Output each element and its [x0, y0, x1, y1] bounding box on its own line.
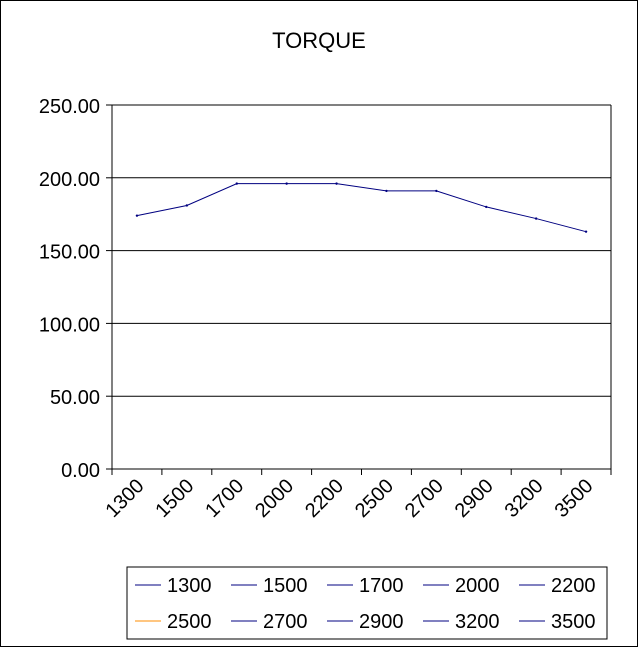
- y-tick-label: 50.00: [50, 387, 100, 409]
- legend-label: 2500: [167, 611, 212, 633]
- legend-label: 2000: [455, 575, 500, 597]
- data-point: [185, 204, 189, 207]
- data-point: [584, 230, 588, 233]
- legend-label: 1300: [167, 575, 212, 597]
- x-tick-label: 2200: [301, 475, 348, 522]
- y-tick-label: 150.00: [39, 242, 100, 264]
- x-tick-label: 1700: [201, 475, 248, 522]
- x-tick-label: 1300: [101, 475, 148, 522]
- data-point: [534, 217, 538, 220]
- x-tick-label: 3500: [551, 475, 598, 522]
- data-point: [135, 214, 139, 217]
- y-tick-label: 200.00: [39, 169, 100, 191]
- x-tick-label: 1500: [151, 475, 198, 522]
- y-tick-label: 250.00: [39, 96, 100, 118]
- data-point: [485, 205, 488, 209]
- series-layer: [135, 182, 588, 233]
- legend-label: 2700: [263, 611, 308, 633]
- x-tick-label: 3200: [501, 475, 548, 522]
- legend-label: 1700: [359, 575, 404, 597]
- legend-label: 3200: [455, 611, 500, 633]
- data-point: [335, 182, 338, 185]
- legend: 1300 1500 1700 2000 2200 2500 2700 2900 3200 3500: [126, 566, 608, 640]
- x-axis-tick-labels: 1300 1500 1700 2000 2200 2500 2700 2900 3200 3500: [101, 475, 597, 522]
- grid-layer: [106, 104, 612, 475]
- chart-title: TORQUE: [272, 28, 366, 53]
- data-point: [385, 189, 388, 193]
- legend-label: 2900: [359, 611, 404, 633]
- legend-box: [126, 566, 608, 640]
- x-tick-label: 2000: [251, 475, 298, 522]
- legend-label: 3500: [551, 611, 596, 633]
- data-point: [435, 189, 438, 193]
- x-tick-label: 2900: [451, 475, 498, 522]
- y-axis-tick-labels: 0.00 50.00 100.00 150.00 200.00 250.00: [39, 96, 100, 482]
- legend-label: 2200: [551, 575, 596, 597]
- y-tick-label: 100.00: [39, 314, 100, 336]
- y-tick-label: 0.00: [61, 460, 100, 482]
- series-line: [136, 183, 587, 233]
- x-tick-label: 2700: [401, 475, 448, 522]
- data-point: [235, 182, 238, 185]
- legend-label: 1500: [263, 575, 308, 597]
- x-tick-label: 2500: [351, 475, 398, 522]
- data-point: [285, 182, 288, 185]
